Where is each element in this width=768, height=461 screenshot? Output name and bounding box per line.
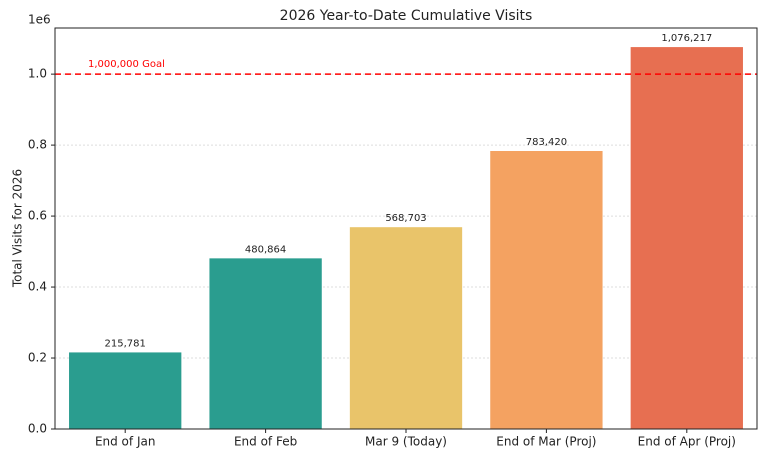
y-offset-label: 1e6 — [28, 13, 51, 27]
value-label: 480,864 — [245, 244, 286, 255]
x-tick-label: End of Apr (Proj) — [638, 435, 736, 449]
plot-frame — [54, 27, 758, 430]
y-tick-label: 0.8 — [28, 138, 47, 152]
x-tick-label: Mar 9 (Today) — [365, 435, 447, 449]
x-tick-label: End of Feb — [234, 435, 297, 449]
bar — [349, 227, 463, 429]
value-label: 1,076,217 — [661, 33, 712, 44]
y-tick-label: 1.0 — [28, 67, 47, 81]
bar — [69, 352, 182, 429]
y-axis-label: Total Visits for 2026 — [11, 169, 25, 288]
bar — [209, 258, 322, 429]
value-label: 568,703 — [385, 213, 426, 224]
chart-title: 2026 Year-to-Date Cumulative Visits — [280, 8, 533, 24]
goal-label: 1,000,000 Goal — [88, 59, 165, 70]
value-label: 783,420 — [526, 137, 567, 148]
y-tick-label: 0.0 — [28, 422, 47, 436]
y-tick-label: 0.6 — [28, 209, 47, 223]
bar — [630, 47, 743, 430]
value-label: 215,781 — [105, 338, 146, 349]
bar — [490, 150, 603, 429]
y-tick-label: 0.2 — [28, 351, 47, 365]
x-tick-label: End of Mar (Proj) — [496, 435, 596, 449]
y-tick-label: 0.4 — [28, 280, 47, 294]
x-tick-label: End of Jan — [95, 435, 156, 449]
